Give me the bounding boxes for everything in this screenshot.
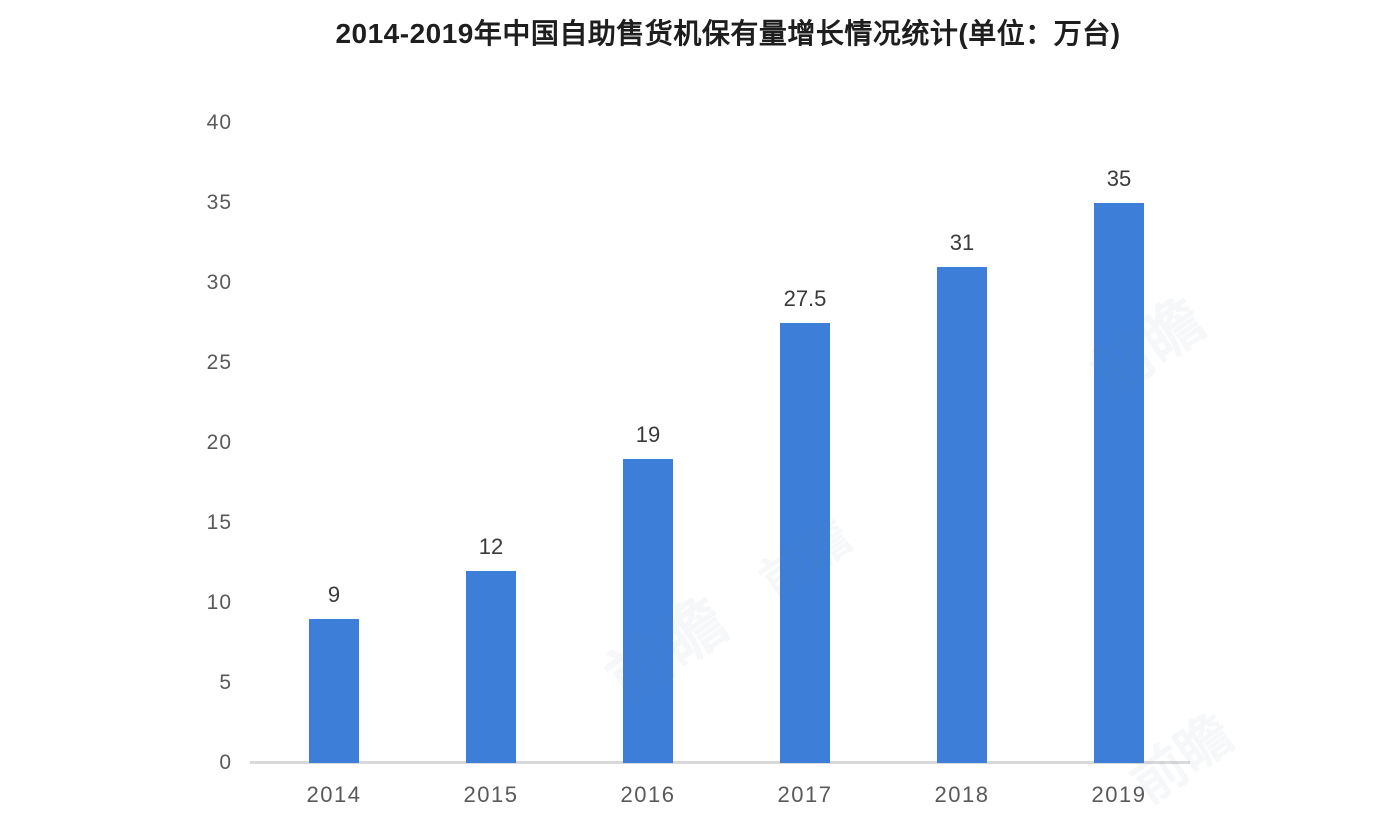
y-axis-tick-label: 5	[219, 671, 232, 694]
x-axis-tick-label: 2018	[934, 782, 990, 807]
bar-2015	[466, 571, 516, 763]
x-axis-line	[250, 761, 1190, 764]
y-axis-tick-label: 35	[206, 191, 232, 214]
y-axis-tick-label: 10	[206, 591, 232, 614]
x-axis-tick-label: 2014	[306, 782, 362, 807]
bar-2018	[937, 267, 987, 763]
x-axis-tick-label: 2015	[463, 782, 519, 807]
x-axis-tick-label: 2016	[620, 782, 676, 807]
bar-2014	[309, 619, 359, 763]
y-axis-tick-label: 15	[206, 511, 232, 534]
y-axis-tick-label: 25	[206, 351, 232, 374]
bar-value-label: 12	[478, 534, 504, 559]
chart-title: 2014-2019年中国自助售货机保有量增长情况统计(单位：万台)	[335, 18, 1121, 49]
bar-value-label: 19	[635, 422, 661, 447]
bar-2019	[1094, 203, 1144, 763]
y-axis-tick-label: 20	[206, 431, 232, 454]
bar-value-label: 27.5	[783, 286, 827, 311]
bar-value-label: 35	[1106, 166, 1132, 191]
x-axis-tick-label: 2019	[1091, 782, 1147, 807]
bar-2016	[623, 459, 673, 763]
bar-2017	[780, 323, 830, 763]
bar-value-label: 9	[327, 582, 341, 607]
y-axis-tick-label: 30	[206, 271, 232, 294]
x-axis-tick-label: 2017	[777, 782, 833, 807]
y-axis-tick-label: 40	[206, 111, 232, 134]
y-axis-tick-label: 0	[219, 751, 232, 774]
bar-value-label: 31	[949, 230, 975, 255]
